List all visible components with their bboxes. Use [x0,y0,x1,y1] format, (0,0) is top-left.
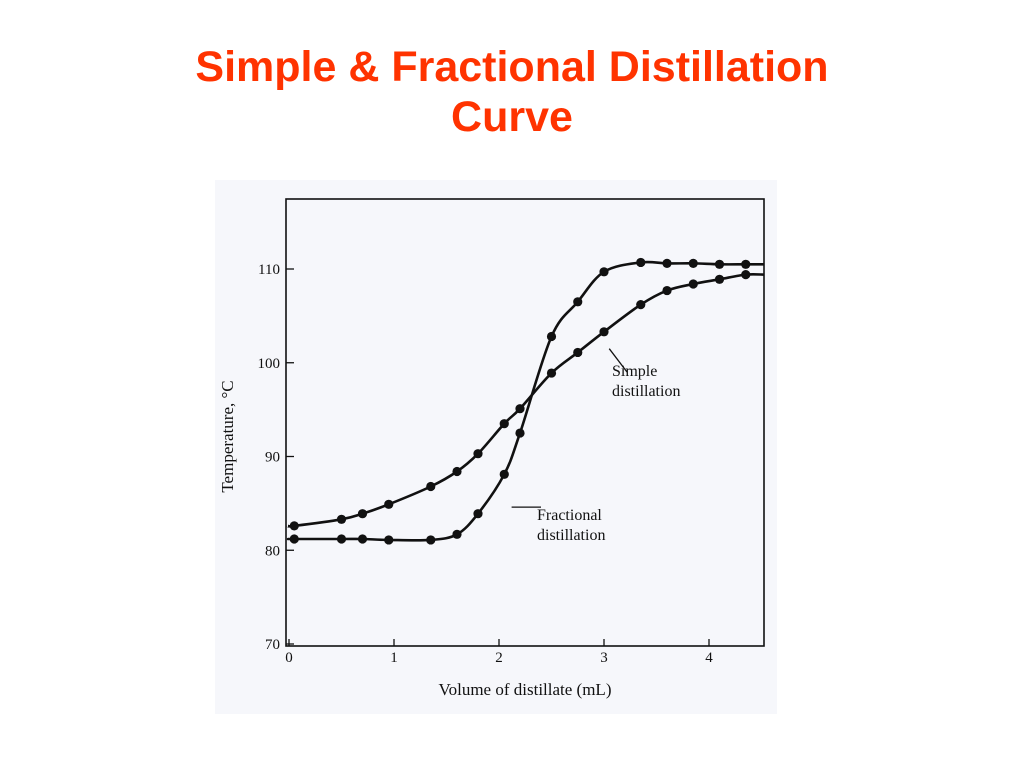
plot-frame [285,198,765,647]
data-point [714,259,725,269]
data-point [573,297,583,307]
distillation-chart: 70 80 90 100 110 0 1 2 3 4 Volume of distillate (m… [218,198,765,699]
data-point [289,521,299,531]
data-point [384,535,394,545]
chart-ticks: 70 80 90 100 110 0 1 2 3 4 Volume of distillate (m… [218,262,713,699]
series-line [286,272,765,528]
series-simple [286,270,765,531]
y-axis-label: Temperature, °C [218,380,237,492]
fractional-series-label: distillation [537,527,605,544]
data-point [662,258,672,268]
data-point [499,419,509,429]
data-point [499,469,509,479]
y-tick-label: 90 [265,450,280,466]
fractional-series-label: Fractional [537,507,602,524]
data-point [357,534,368,544]
x-axis-label: Volume of distillate (mL) [439,680,612,699]
series-fractional [286,257,764,545]
y-tick-label: 80 [265,543,280,559]
data-point [515,404,525,414]
data-point [473,509,483,519]
data-point [426,535,436,545]
data-point [546,331,557,342]
simple-series-label: Simple [612,363,657,380]
data-point [599,327,609,337]
x-tick-label: 2 [495,650,503,666]
chart-axes [285,198,765,647]
data-point [599,267,609,277]
data-point [636,300,646,310]
data-point [384,499,394,509]
data-point [336,534,347,544]
x-tick-label: 0 [285,650,293,666]
y-tick-label: 70 [265,637,280,653]
x-tick-label: 1 [390,650,398,666]
data-point [741,259,751,269]
data-point [515,428,525,438]
data-point [357,509,368,519]
slide-title: Simple & Fractional Distillation Curve [0,42,1024,142]
data-point [336,514,347,524]
data-point [662,285,672,296]
data-point [688,258,698,268]
chart-annotations: Simple distillation Fractional distillation [511,348,680,544]
distillation-figure: 70 80 90 100 110 0 1 2 3 4 Volume of distillate (m… [215,180,777,714]
data-point [546,368,557,378]
data-point [741,270,751,280]
data-point [452,529,462,539]
data-point [573,347,583,358]
y-tick-label: 110 [258,262,280,278]
title-line-2: Curve [451,93,573,141]
chart-series [286,257,765,545]
data-point [714,274,725,284]
data-point [289,534,299,544]
simple-series-label: distillation [612,383,680,400]
data-point [473,449,483,459]
simple-leader-line [608,348,628,373]
y-tick-label: 100 [258,356,281,372]
title-line-1: Simple & Fractional Distillation [195,43,829,91]
data-point [688,279,698,289]
x-tick-label: 4 [705,650,713,666]
data-point [636,257,646,268]
data-point [452,466,462,477]
data-point [426,481,436,492]
x-tick-label: 3 [600,650,608,666]
